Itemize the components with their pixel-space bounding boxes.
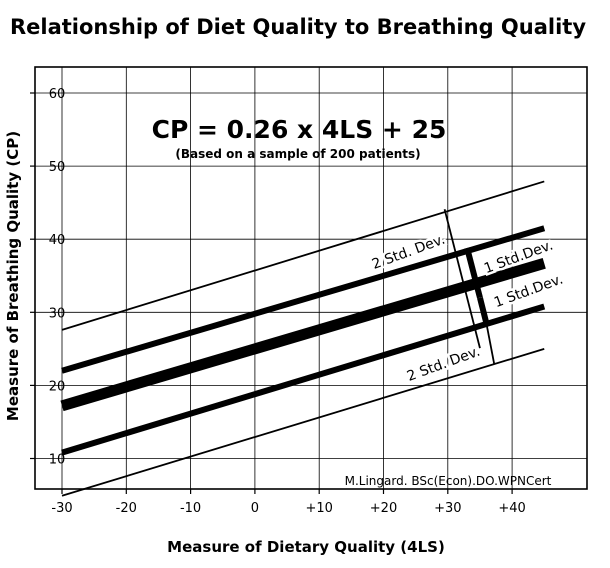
std-dev-marker xyxy=(464,247,483,299)
y-axis-label: Measure of Breathing Quality (CP) xyxy=(4,131,22,421)
std-dev-markers xyxy=(443,209,495,364)
std-dev-marker xyxy=(477,296,490,324)
axis-ticks: -30 -20 -10 0 +10 +20 +30 +40 10 20 30 40 50 60 xyxy=(30,87,526,516)
y-tick-label: 60 xyxy=(49,87,66,102)
std-dev-marker xyxy=(485,323,495,364)
equation-note: (Based on a sample of 200 patients) xyxy=(175,147,420,161)
y-tick-label: 50 xyxy=(49,160,66,175)
plot-frame xyxy=(34,66,588,490)
y-tick-label: 30 xyxy=(49,306,66,321)
x-tick-label: +20 xyxy=(370,501,397,516)
x-tick-label: -30 xyxy=(51,501,72,516)
series-line-medium xyxy=(61,225,546,374)
y-tick-label: 10 xyxy=(49,453,66,468)
credit-text: M.Lingard. BSc(Econ).DO.WPNCert xyxy=(345,474,552,488)
y-tick-label: 40 xyxy=(49,233,66,248)
std-dev-marker xyxy=(443,209,481,349)
y-tick-label: 20 xyxy=(49,379,66,394)
chart-title: Relationship of Diet Quality to Breathin… xyxy=(10,15,586,39)
x-tick-label: -10 xyxy=(180,501,201,516)
equation-text: CP = 0.26 x 4LS + 25 xyxy=(152,115,447,144)
x-tick-label: -20 xyxy=(116,501,137,516)
x-tick-label: +40 xyxy=(498,501,525,516)
series-line-thin xyxy=(61,180,545,331)
x-axis-label: Measure of Dietary Quality (4LS) xyxy=(167,538,445,556)
grid xyxy=(35,67,587,489)
x-tick-label: 0 xyxy=(251,501,259,516)
x-tick-label: +30 xyxy=(434,501,461,516)
series-line-medium xyxy=(61,303,546,456)
series-line-thin xyxy=(61,347,545,497)
x-tick-label: +10 xyxy=(305,501,332,516)
